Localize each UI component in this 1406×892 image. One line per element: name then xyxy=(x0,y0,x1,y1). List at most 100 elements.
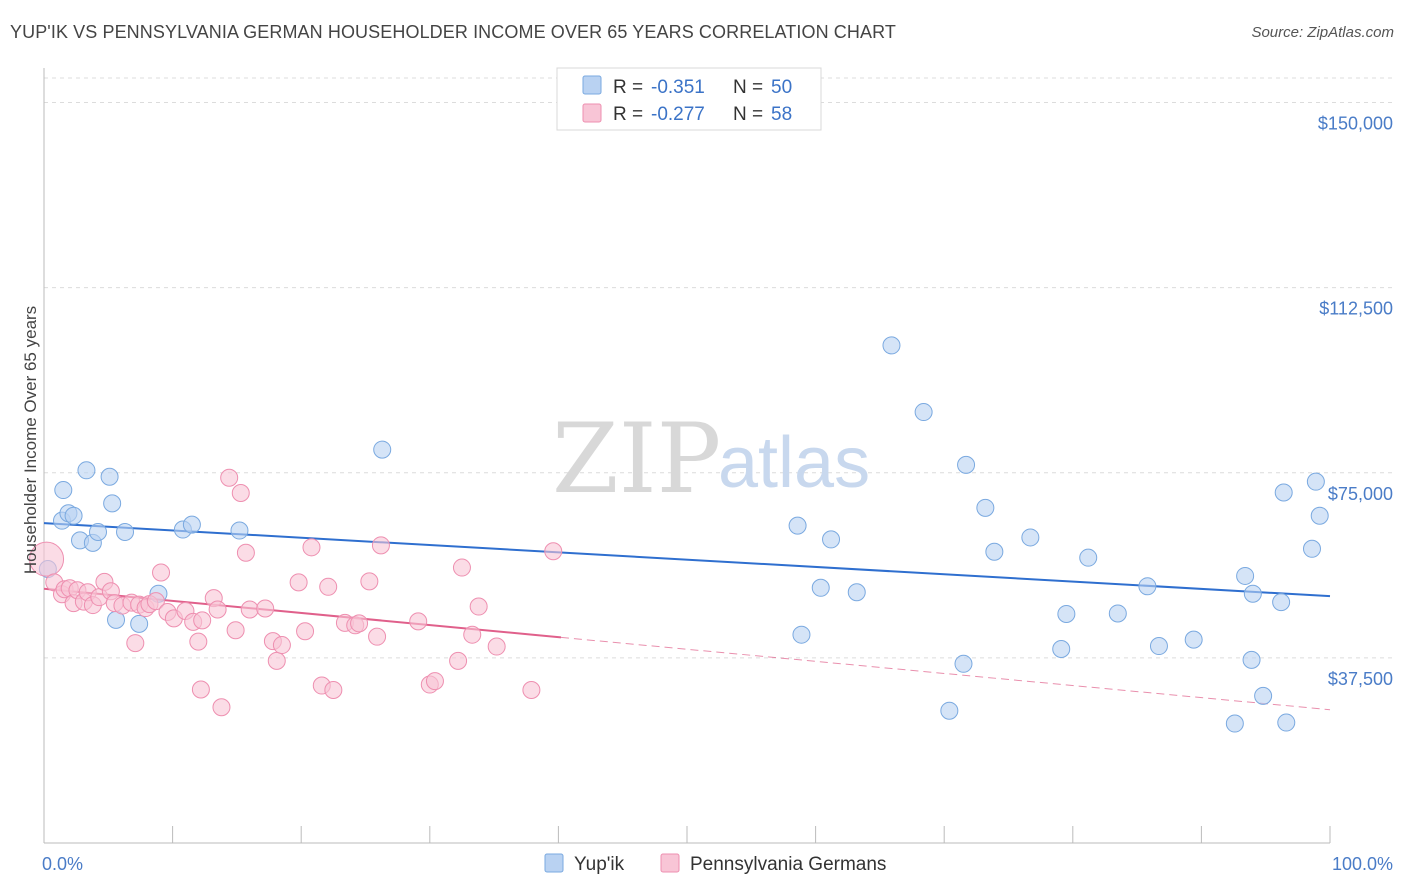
watermark-zip: ZIP xyxy=(552,403,721,515)
data-point xyxy=(267,651,286,670)
y-tick-label: $37,500 xyxy=(1328,669,1393,689)
legend-swatch-blue xyxy=(582,75,602,95)
watermark-atlas: atlas xyxy=(718,423,870,503)
y-tick-label: $150,000 xyxy=(1318,114,1393,134)
data-point xyxy=(1306,472,1325,491)
data-point xyxy=(409,612,428,631)
data-point xyxy=(1302,539,1321,558)
x-tick-label-left: 0.0% xyxy=(42,854,83,874)
stats-legend: R = -0.351 N = 50 R = -0.277 N = 58 xyxy=(556,67,822,131)
legend-n-value-1: 50 xyxy=(771,77,792,98)
series-legend-label-yupik: Yup'ik xyxy=(574,854,625,875)
data-point xyxy=(1310,506,1329,525)
data-point xyxy=(914,403,933,422)
data-point xyxy=(302,538,321,557)
data-point xyxy=(89,523,108,542)
chart-source: Source: ZipAtlas.com xyxy=(1251,24,1394,41)
data-point xyxy=(985,542,1004,561)
legend-r-value-1: -0.351 xyxy=(651,77,705,98)
data-point xyxy=(54,481,73,500)
data-point xyxy=(1184,630,1203,649)
data-point xyxy=(289,573,308,592)
data-point xyxy=(231,484,250,503)
data-point xyxy=(189,632,208,651)
data-point xyxy=(1138,577,1157,596)
data-point xyxy=(146,592,165,611)
y-axis-label: Householder Income Over 65 years xyxy=(21,306,40,574)
data-point xyxy=(449,651,468,670)
legend-r-label-2: R = xyxy=(613,104,643,125)
data-point xyxy=(976,498,995,517)
data-point xyxy=(116,523,135,542)
data-point xyxy=(1079,548,1098,567)
data-point xyxy=(425,672,444,691)
data-point xyxy=(1236,566,1255,585)
data-point xyxy=(1052,640,1071,659)
data-points xyxy=(29,336,1329,733)
axes xyxy=(43,68,1331,844)
data-point xyxy=(373,440,392,459)
data-point xyxy=(522,680,541,699)
legend-swatch-pink xyxy=(582,103,602,123)
data-point xyxy=(1242,650,1261,669)
x-tick-label-right: 100.0% xyxy=(1332,854,1393,874)
y-tick-label: $112,500 xyxy=(1319,299,1393,319)
data-point xyxy=(29,541,65,577)
data-point xyxy=(940,701,959,720)
data-point xyxy=(212,698,231,717)
data-point xyxy=(236,543,255,562)
data-point xyxy=(77,461,96,480)
data-point xyxy=(1149,637,1168,656)
legend-n-value-2: 58 xyxy=(771,104,792,125)
data-point xyxy=(319,577,338,596)
data-point xyxy=(822,530,841,549)
data-point xyxy=(64,506,83,525)
data-point xyxy=(256,599,275,618)
trend-line-solid xyxy=(43,522,1331,598)
legend-n-label-1: N = xyxy=(733,77,763,98)
data-point xyxy=(272,636,291,655)
y-tick-labels: $37,500 $75,000 $112,500 $150,000 xyxy=(1318,114,1393,689)
x-tick-labels: 0.0% 100.0% xyxy=(42,854,1393,874)
legend-r-value-2: -0.277 xyxy=(651,104,705,125)
data-point xyxy=(1254,686,1273,705)
data-point xyxy=(469,597,488,616)
data-point xyxy=(1277,713,1296,732)
data-point xyxy=(220,468,239,487)
y-tick-label: $75,000 xyxy=(1328,484,1393,504)
data-point xyxy=(882,336,901,355)
data-point xyxy=(368,627,387,646)
data-point xyxy=(1225,714,1244,733)
data-point xyxy=(130,614,149,633)
data-point xyxy=(792,625,811,644)
data-point xyxy=(954,654,973,673)
series-legend-swatch-yupik xyxy=(544,853,564,873)
data-point xyxy=(1021,528,1040,547)
data-point xyxy=(182,515,201,534)
data-point xyxy=(100,467,119,486)
data-point xyxy=(191,680,210,699)
trend-line-dashed xyxy=(560,636,1331,711)
data-point xyxy=(193,611,212,630)
data-point xyxy=(811,578,830,597)
series-legend-label-pa-german: Pennsylvania Germans xyxy=(690,854,886,875)
data-point xyxy=(957,455,976,474)
data-point xyxy=(463,625,482,644)
data-point xyxy=(1243,584,1262,603)
grid-lines xyxy=(44,77,1395,659)
data-point xyxy=(452,558,471,577)
legend-n-label-2: N = xyxy=(733,104,763,125)
data-point xyxy=(296,622,315,641)
data-point xyxy=(230,521,249,540)
data-point xyxy=(324,680,343,699)
data-point xyxy=(1274,483,1293,502)
data-point xyxy=(126,634,145,653)
data-point xyxy=(208,600,227,619)
legend-r-label-1: R = xyxy=(613,77,643,98)
watermark: ZIP atlas xyxy=(552,403,870,515)
data-point xyxy=(544,542,563,561)
data-point xyxy=(1108,604,1127,623)
data-point xyxy=(847,583,866,602)
data-point xyxy=(371,536,390,555)
data-point xyxy=(350,614,369,633)
